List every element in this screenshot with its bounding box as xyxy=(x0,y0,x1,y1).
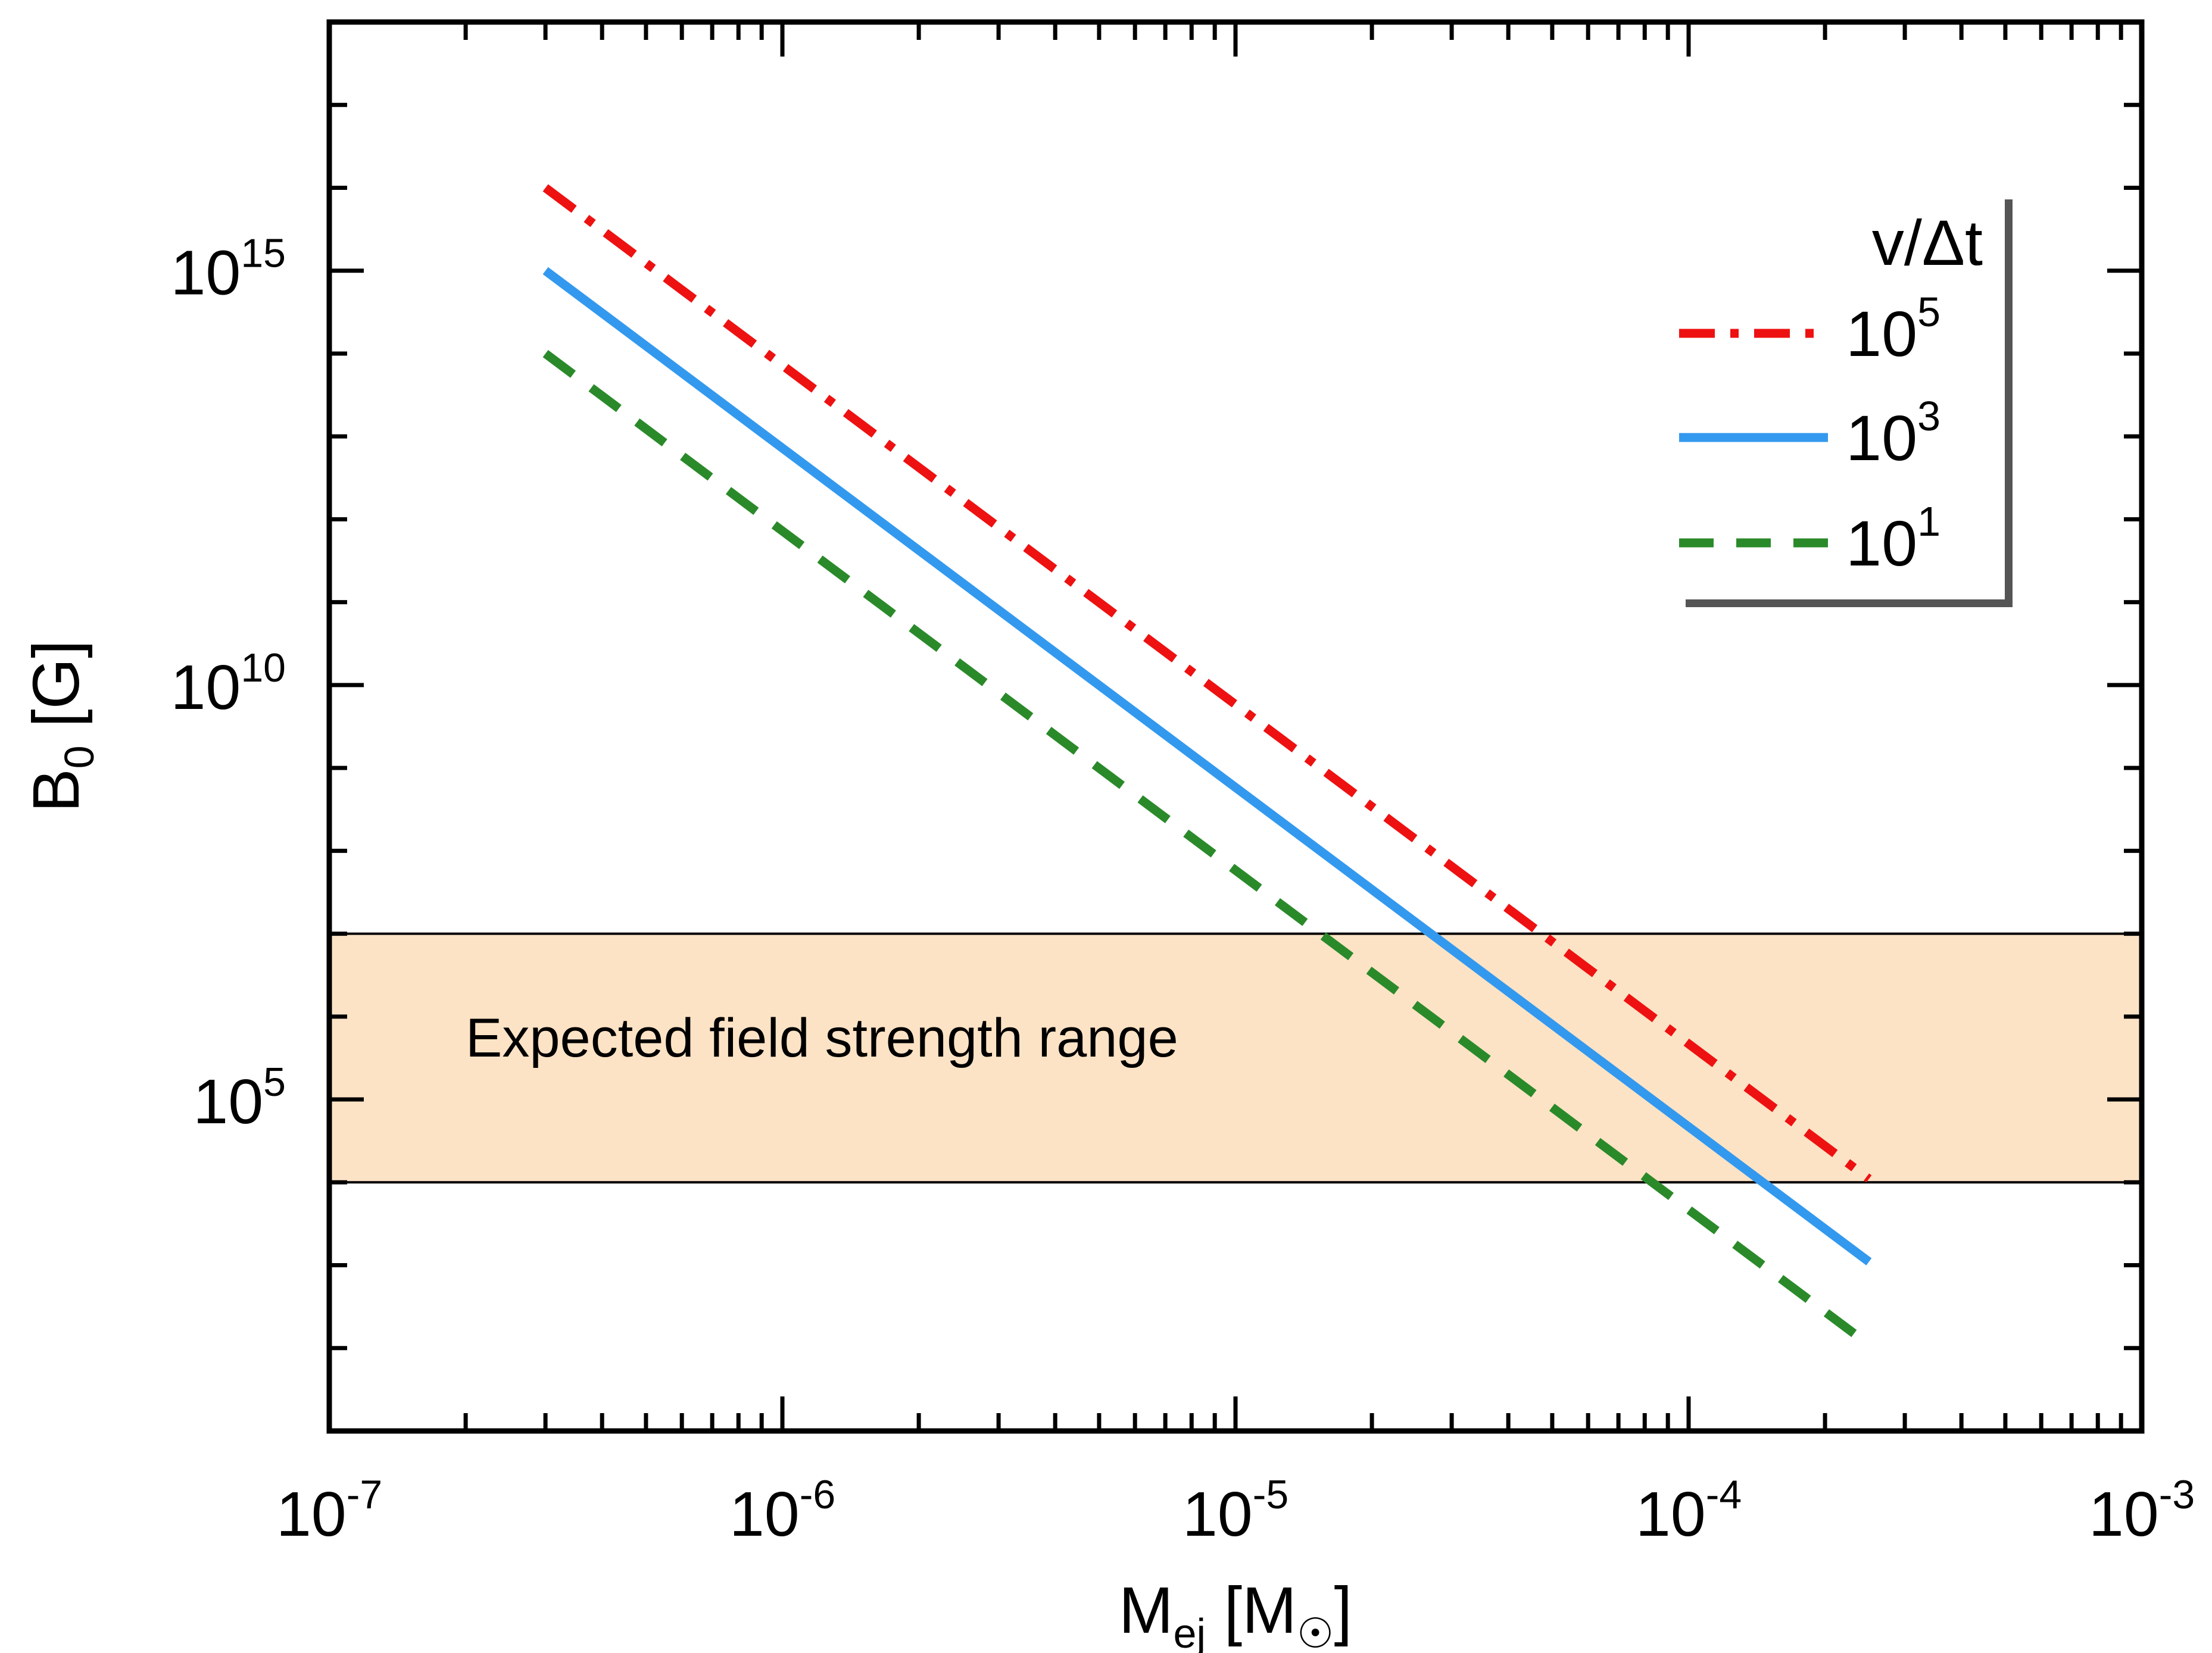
legend-label-1: 103 xyxy=(1846,393,1940,474)
x-axis-title-close: ] xyxy=(1334,1574,1353,1647)
x-tick-label-base: 10 xyxy=(1183,1479,1253,1549)
y-tick-label-exp: 15 xyxy=(241,231,286,276)
x-tick-label-exp: -7 xyxy=(347,1472,382,1517)
x-tick-label-base: 10 xyxy=(276,1479,347,1549)
x-tick-label-base: 10 xyxy=(729,1479,800,1549)
x-axis-title-rest: [M xyxy=(1206,1574,1297,1647)
x-tick-label-base: 10 xyxy=(2089,1479,2159,1549)
series-line-1 xyxy=(542,267,1872,1265)
x-tick-label-exp: -4 xyxy=(1706,1472,1742,1517)
legend-label-0: 105 xyxy=(1846,289,1940,370)
y-tick-label: 1015 xyxy=(170,231,286,308)
band-layer xyxy=(329,932,2142,1184)
legend-box xyxy=(1678,192,2005,599)
x-tick-label: 10-3 xyxy=(2089,1472,2195,1549)
x-tick-labels: 10-7 10-6 10-5 10-4 10-3 xyxy=(276,1472,2195,1549)
y-tick-label-exp: 10 xyxy=(241,645,286,690)
x-tick-label-exp: -3 xyxy=(2159,1472,2195,1517)
x-axis-title-sub: ej xyxy=(1174,1610,1206,1653)
x-axis-title-base: M xyxy=(1119,1574,1174,1647)
legend-label-base: 10 xyxy=(1846,507,1917,579)
legend-label-base: 10 xyxy=(1846,298,1917,370)
x-tick-label-exp: -5 xyxy=(1253,1472,1288,1517)
y-axis-title-rest: [G] xyxy=(20,640,93,745)
legend-label-exp: 1 xyxy=(1917,498,1940,545)
x-axis-title: Mej [M☉] xyxy=(1119,1574,1352,1653)
legend-label-exp: 3 xyxy=(1917,393,1940,439)
band-label: Expected field strength range xyxy=(466,1008,1178,1068)
y-tick-label: 105 xyxy=(193,1060,286,1137)
y-tick-label-base: 10 xyxy=(170,652,241,723)
series-line-2 xyxy=(542,349,1872,1349)
x-tick-label: 10-7 xyxy=(276,1472,382,1549)
sun-symbol: ☉ xyxy=(1297,1610,1334,1653)
legend-title: v/Δt xyxy=(1872,207,1983,279)
x-tick-label-base: 10 xyxy=(1636,1479,1706,1549)
x-tick-label: 10-4 xyxy=(1636,1472,1742,1549)
y-axis-title-sub: 0 xyxy=(56,745,102,768)
x-tick-label: 10-6 xyxy=(729,1472,835,1549)
plot-frame xyxy=(326,19,2145,1434)
y-tick-label-base: 10 xyxy=(170,238,241,308)
y-tick-label-exp: 5 xyxy=(263,1060,286,1105)
y-axis-title: B0 [G] xyxy=(20,640,102,813)
series-line-0 xyxy=(542,184,1872,1183)
legend-label-base: 10 xyxy=(1846,402,1917,474)
y-axis-title-base: B xyxy=(20,768,93,812)
legend-label-2: 101 xyxy=(1846,498,1940,579)
field-strength-band xyxy=(329,933,2142,1183)
x-tick-label: 10-5 xyxy=(1183,1472,1288,1549)
legend-label-exp: 5 xyxy=(1917,289,1940,335)
series-layer xyxy=(542,184,1872,1349)
y-tick-label: 1010 xyxy=(170,645,286,723)
y-tick-label-base: 10 xyxy=(193,1067,263,1137)
x-tick-label-exp: -6 xyxy=(800,1472,835,1517)
